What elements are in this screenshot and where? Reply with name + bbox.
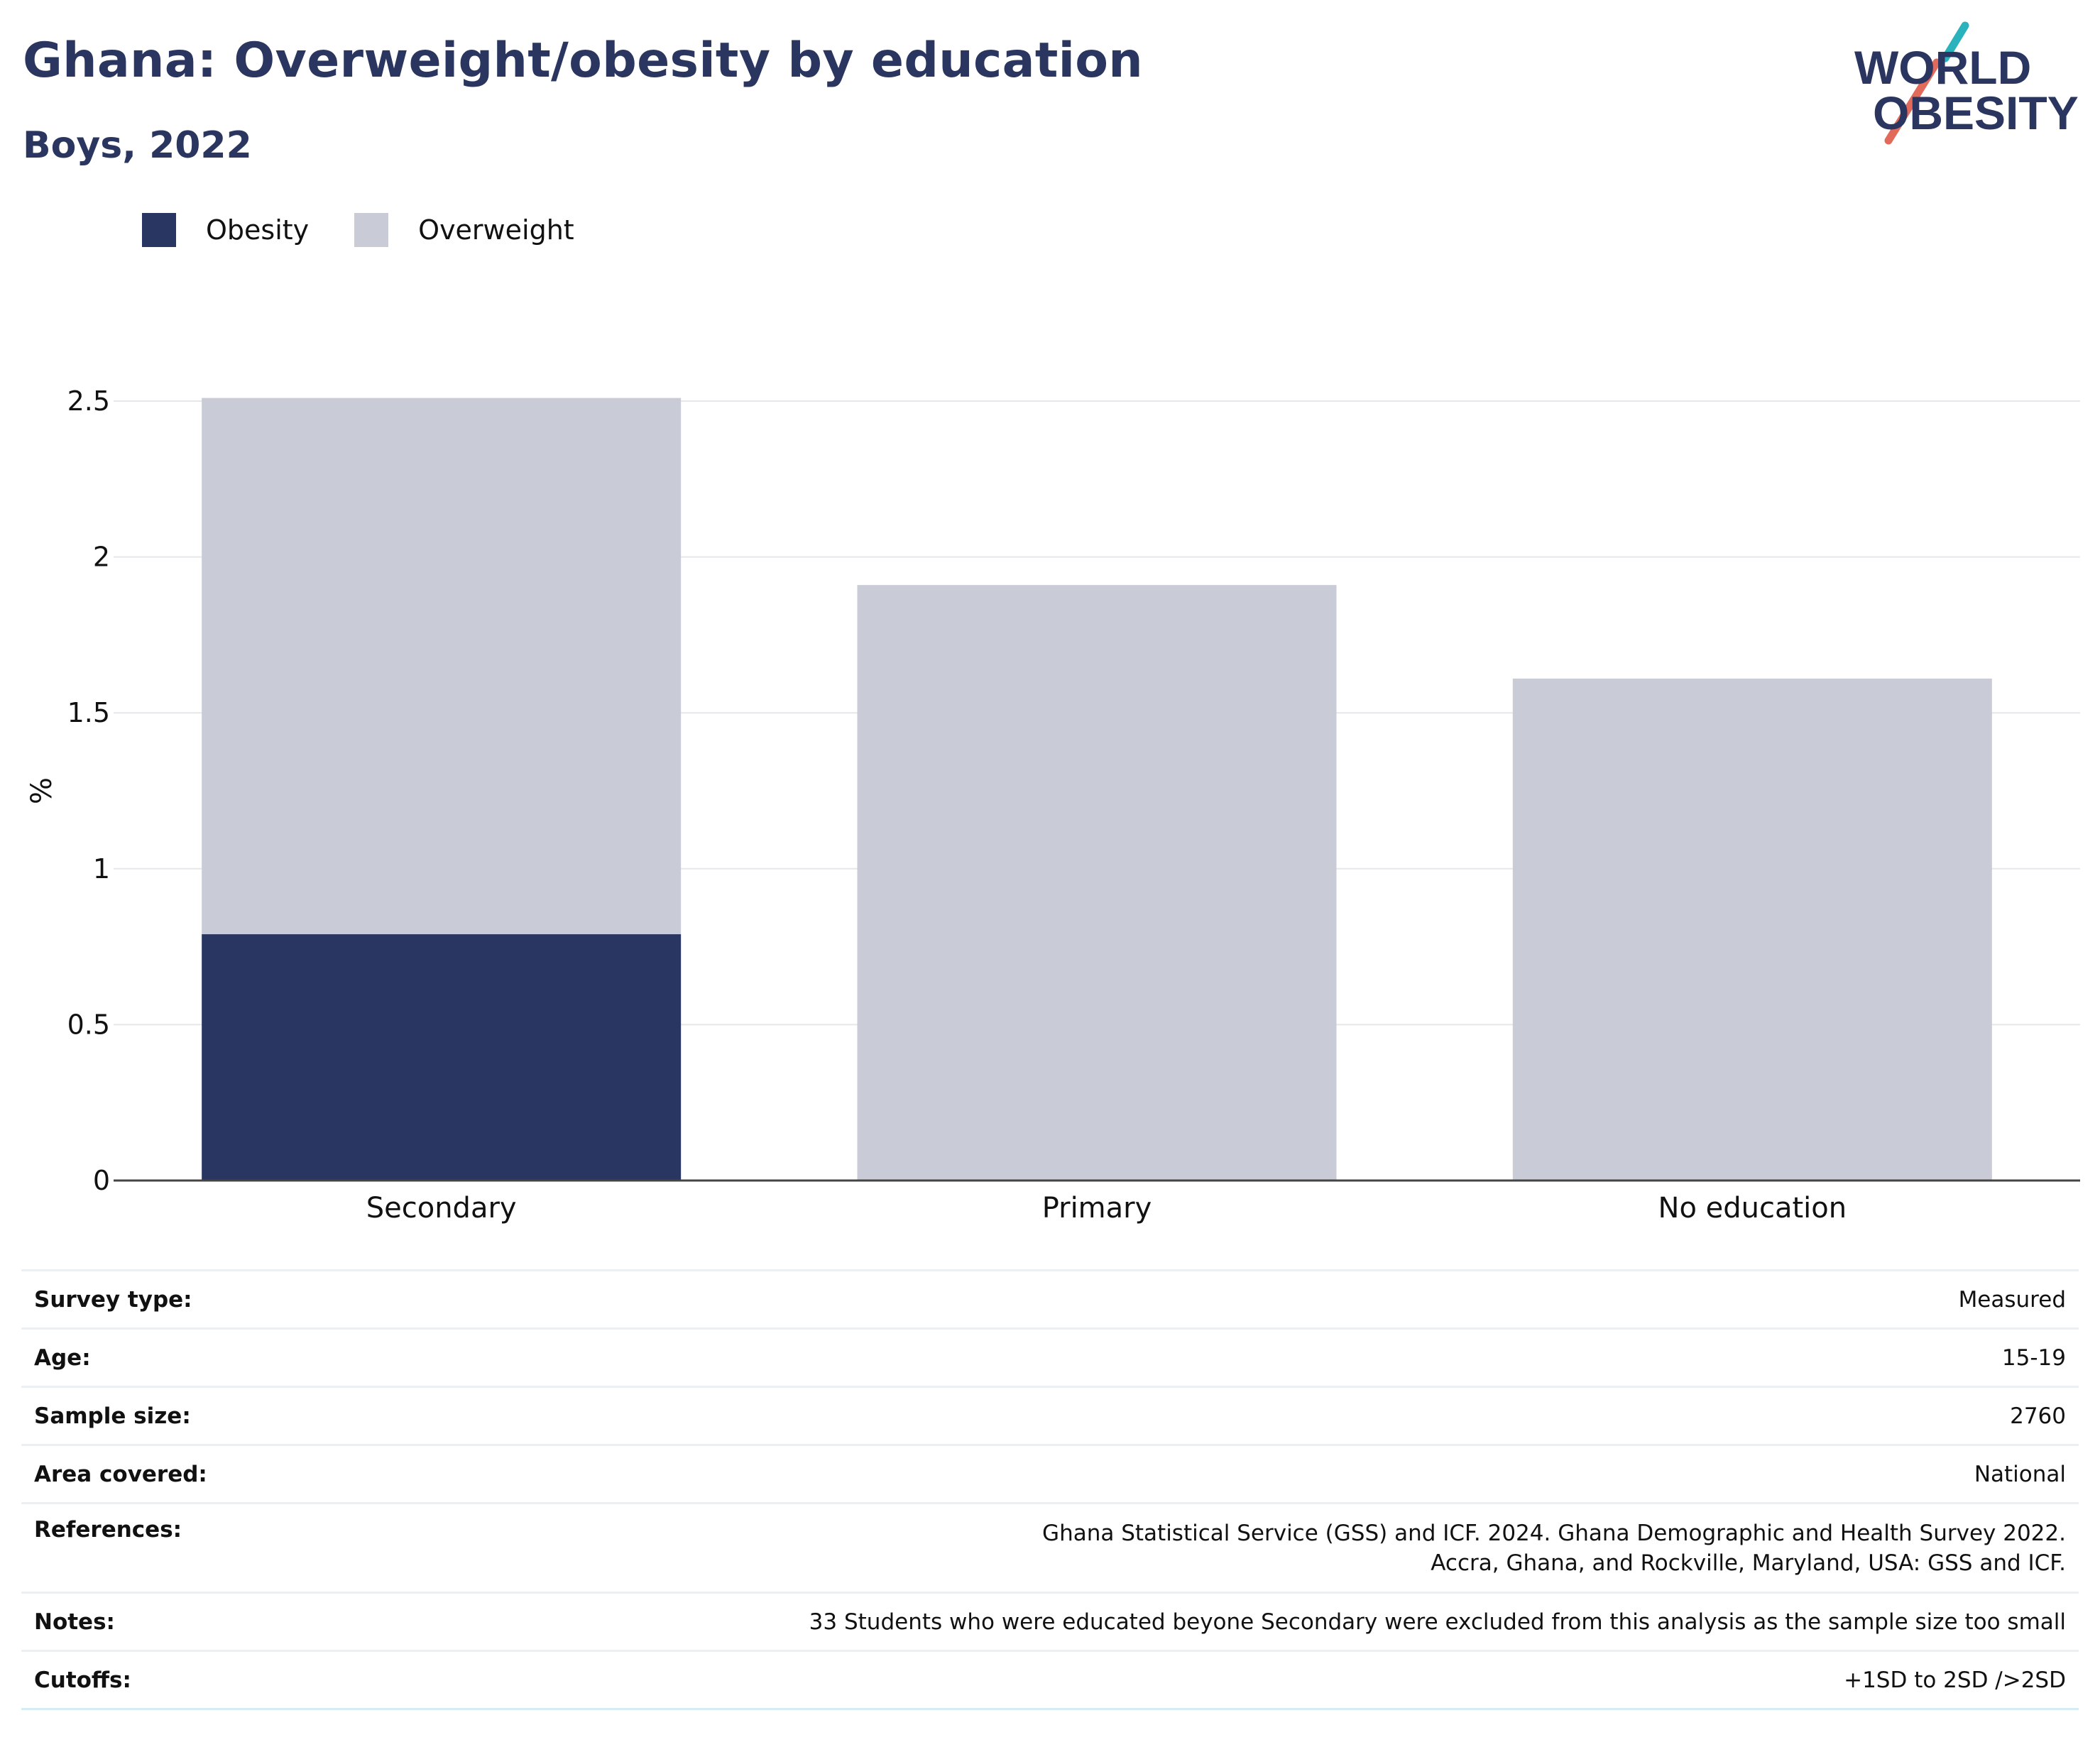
logo-line-world: WORLD — [1854, 41, 2031, 94]
info-key: Age: — [34, 1345, 91, 1371]
table-row: Sample size: 2760 — [21, 1386, 2079, 1445]
x-tick-label: No education — [1658, 1192, 1847, 1225]
chart-title: Ghana: Overweight/obesity by education — [23, 33, 1143, 89]
bar-obesity-secondary[interactable] — [202, 934, 682, 1181]
table-row: Area covered: National — [21, 1445, 2079, 1504]
info-value: National — [1974, 1461, 2066, 1487]
info-value: Ghana Statistical Service (GSS) and ICF.… — [1042, 1520, 2066, 1576]
world-obesity-logo: WORLD OBESITY — [1854, 21, 2079, 145]
info-key: Cutoffs: — [34, 1667, 131, 1693]
legend-swatch-obesity — [142, 213, 176, 247]
info-key: Area covered: — [34, 1461, 207, 1487]
legend-label-obesity: Obesity — [206, 214, 310, 246]
chart-legend: Obesity Overweight — [142, 212, 620, 248]
y-tick-label: 2 — [93, 542, 110, 573]
chart-subtitle: Boys, 2022 — [23, 124, 252, 167]
info-value: 15-19 — [2001, 1345, 2066, 1371]
y-tick-label: 1 — [93, 853, 110, 885]
info-key: Sample size: — [34, 1403, 191, 1429]
table-row: Age: 15-19 — [21, 1328, 2079, 1387]
logo-line-obesity: OBESITY — [1873, 87, 2079, 139]
legend-swatch-overweight — [354, 213, 389, 247]
logo-coral-stroke — [1884, 58, 1941, 145]
info-key: Notes: — [34, 1609, 115, 1635]
info-value: +1SD to 2SD />2SD — [1844, 1667, 2066, 1693]
table-row: References: Ghana Statistical Service (G… — [21, 1503, 2079, 1593]
info-value: Measured — [1958, 1286, 2066, 1313]
info-value: 33 Students who were educated beyone Sec… — [809, 1609, 2066, 1635]
bar-overweight-no-education[interactable] — [1512, 678, 1992, 1181]
x-tick-label: Primary — [1042, 1192, 1152, 1225]
legend-item-overweight[interactable]: Overweight — [354, 213, 574, 247]
info-key: References: — [34, 1517, 182, 1543]
y-tick-label: 2.5 — [67, 385, 110, 417]
table-row: Survey type: Measured — [21, 1270, 2079, 1329]
legend-label-overweight: Overweight — [418, 214, 574, 246]
table-row: Cutoffs: +1SD to 2SD />2SD — [21, 1650, 2079, 1709]
bar-chart: 0 0.5 1 1.5 2 2.5 Secondary Primary No educatio… — [26, 385, 2080, 1225]
bar-overweight-primary[interactable] — [857, 585, 1337, 1181]
info-key: Survey type: — [34, 1286, 192, 1313]
y-tick-label: 1.5 — [67, 697, 110, 728]
x-tick-label: Secondary — [366, 1192, 517, 1225]
bar-overweight-secondary[interactable] — [202, 398, 682, 935]
table-row: Notes: 33 Students who were educated bey… — [21, 1592, 2079, 1651]
y-axis-ticks: 0 0.5 1 1.5 2 2.5 — [67, 385, 110, 1196]
survey-info-table: Survey type: Measured Age: 15-19 Sample … — [21, 1269, 2079, 1710]
y-axis-title: % — [26, 777, 58, 804]
y-tick-label: 0.5 — [67, 1009, 110, 1040]
x-axis-labels: Secondary Primary No education — [366, 1192, 1847, 1225]
info-value: 2760 — [2010, 1403, 2066, 1429]
logo-teal-stroke — [1941, 21, 1969, 62]
legend-item-obesity[interactable]: Obesity — [142, 213, 309, 247]
y-tick-label: 0 — [93, 1165, 110, 1196]
bars — [202, 398, 1992, 1181]
